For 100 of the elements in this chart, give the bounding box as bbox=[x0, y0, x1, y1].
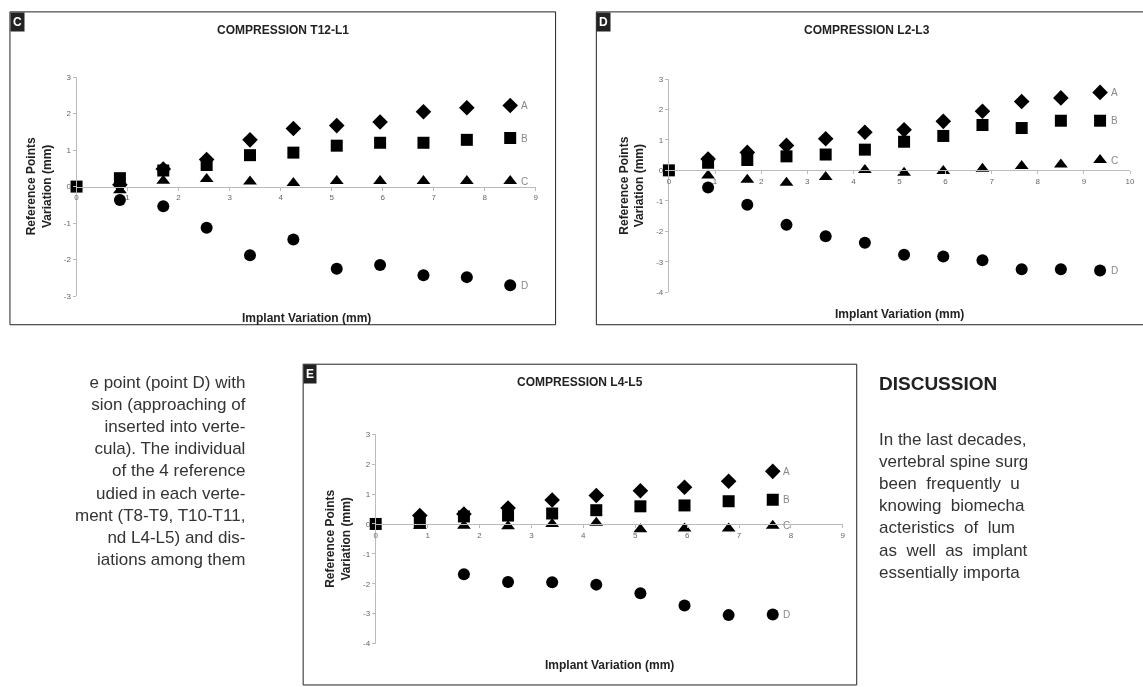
point bbox=[1094, 264, 1107, 277]
point bbox=[457, 510, 470, 523]
point bbox=[504, 132, 517, 145]
point bbox=[1015, 122, 1028, 135]
point bbox=[330, 262, 343, 275]
point bbox=[976, 118, 989, 131]
y-tick-label: 0 bbox=[658, 166, 664, 176]
point bbox=[113, 194, 126, 207]
x-tick-label: 1 bbox=[712, 176, 718, 186]
y-tick-label: 0 bbox=[365, 519, 371, 529]
text: In the last decades, vertebral spine surg been frequently u knowing biomecha acteristics of lum as well as implant essentially importa bbox=[879, 430, 1029, 582]
y-tick-label: -1 bbox=[63, 218, 72, 228]
x-tick-label: 10 bbox=[1125, 176, 1136, 186]
x-tick-label: 4 bbox=[581, 530, 587, 540]
point bbox=[858, 236, 871, 249]
point bbox=[415, 103, 432, 120]
point bbox=[1054, 263, 1067, 276]
series-label: B bbox=[1111, 115, 1118, 126]
x-tick-label: 1 bbox=[125, 193, 131, 203]
x-tick-label: 0 bbox=[74, 193, 80, 203]
point bbox=[766, 608, 779, 621]
x-tick-label: 3 bbox=[805, 176, 811, 186]
point bbox=[244, 249, 256, 262]
x-tick-label: 3 bbox=[227, 193, 233, 203]
x-tick-label: 5 bbox=[897, 176, 903, 186]
y-tick-label: -1 bbox=[656, 196, 664, 206]
point bbox=[1015, 263, 1028, 276]
point bbox=[460, 271, 473, 284]
y-tick-label: -3 bbox=[656, 257, 664, 267]
x-tick-label: 0 bbox=[666, 176, 672, 186]
y-tick-label: 3 bbox=[365, 430, 371, 440]
point bbox=[819, 148, 832, 161]
point bbox=[857, 124, 873, 141]
point bbox=[676, 479, 693, 495]
y-axis-title: Reference Points Variation (mm) bbox=[323, 489, 353, 588]
point bbox=[722, 609, 735, 622]
y-tick-label: -1 bbox=[362, 549, 371, 559]
point bbox=[1013, 93, 1030, 110]
series-label: D bbox=[1111, 265, 1119, 276]
point bbox=[632, 482, 649, 499]
x-tick-label: 7 bbox=[736, 530, 742, 540]
point bbox=[285, 120, 302, 137]
series-label: C bbox=[1111, 155, 1119, 166]
point bbox=[157, 200, 170, 213]
x-axis-title: Implant Variation (mm) bbox=[545, 658, 675, 672]
chart-title: COMPRESSION L2-L3 bbox=[804, 23, 930, 37]
y-axis-title: Reference Points Variation (mm) bbox=[24, 136, 54, 236]
point bbox=[976, 254, 989, 267]
point bbox=[702, 181, 715, 194]
x-tick-label: 4 bbox=[851, 176, 857, 186]
point bbox=[457, 568, 470, 581]
point bbox=[287, 233, 300, 246]
series-label: C bbox=[521, 176, 529, 187]
x-tick-label: 0 bbox=[373, 530, 379, 540]
point bbox=[678, 499, 691, 512]
point bbox=[200, 221, 213, 234]
point bbox=[590, 504, 603, 517]
x-tick-label: 2 bbox=[758, 176, 764, 186]
text: DISCUSSION bbox=[879, 373, 998, 394]
point bbox=[858, 143, 871, 156]
point bbox=[766, 493, 779, 506]
y-tick-label: 2 bbox=[365, 459, 371, 469]
point bbox=[702, 156, 715, 169]
x-tick-label: 7 bbox=[431, 193, 437, 203]
x-tick-label: 8 bbox=[482, 193, 488, 203]
point bbox=[588, 487, 605, 504]
y-tick-label: -2 bbox=[656, 227, 664, 237]
series-label: D bbox=[783, 609, 791, 620]
point bbox=[937, 129, 950, 142]
point bbox=[502, 575, 515, 588]
series-label: B bbox=[783, 494, 790, 505]
x-tick-label: 5 bbox=[329, 193, 335, 203]
point bbox=[417, 136, 430, 149]
point bbox=[372, 114, 388, 130]
x-tick-label: 5 bbox=[632, 530, 638, 540]
point bbox=[896, 122, 912, 138]
text: D bbox=[599, 15, 608, 29]
point bbox=[504, 279, 517, 292]
text: E bbox=[306, 367, 315, 381]
point bbox=[330, 139, 343, 152]
y-tick-label: -4 bbox=[656, 287, 664, 297]
y-tick-label: -3 bbox=[362, 609, 371, 619]
series-label: D bbox=[521, 280, 529, 291]
x-tick-label: 9 bbox=[840, 530, 846, 540]
point bbox=[937, 250, 950, 263]
x-tick-label: 8 bbox=[788, 530, 794, 540]
y-tick-label: 2 bbox=[658, 105, 664, 115]
point bbox=[243, 175, 257, 185]
y-tick-label: 1 bbox=[658, 135, 664, 145]
series-label: A bbox=[521, 100, 528, 111]
x-tick-label: 8 bbox=[1035, 176, 1041, 186]
point bbox=[328, 117, 345, 134]
point bbox=[898, 248, 911, 261]
point bbox=[502, 97, 518, 114]
x-tick-label: 9 bbox=[533, 193, 539, 203]
point bbox=[722, 495, 735, 508]
y-tick-label: 1 bbox=[365, 489, 371, 499]
y-axis-title: Reference Points Variation (mm) bbox=[616, 136, 647, 235]
point bbox=[819, 230, 832, 243]
chart-title: COMPRESSION L4-L5 bbox=[517, 375, 643, 389]
